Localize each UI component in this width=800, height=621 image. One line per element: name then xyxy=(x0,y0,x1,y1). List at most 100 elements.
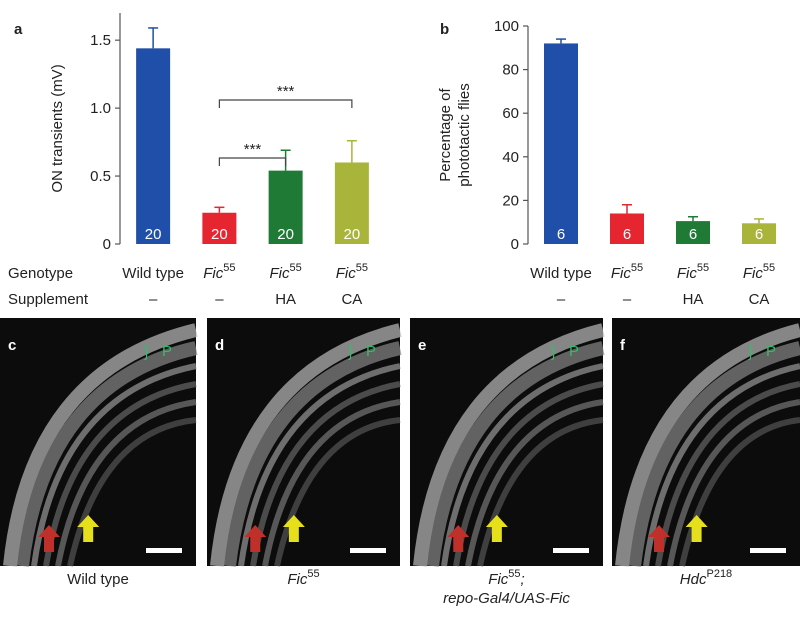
region-label: P xyxy=(569,343,579,360)
caption-part: repo-Gal4/UAS-Fic xyxy=(443,590,570,607)
category: Fic xyxy=(743,265,763,282)
tissue-layer xyxy=(262,399,401,567)
tissue-layer xyxy=(655,381,800,567)
category: Wild type xyxy=(530,265,592,282)
significance-bracket xyxy=(218,99,353,108)
tissue-layer xyxy=(210,323,402,567)
tissue-layer xyxy=(222,341,402,567)
tissue-layer xyxy=(477,417,604,567)
yellow-arrow xyxy=(282,515,305,542)
supplement-label: CA xyxy=(749,291,770,308)
y-tick-label: 60 xyxy=(502,105,519,122)
x-tick-label: Fic55 xyxy=(270,262,302,282)
tissue-layer xyxy=(667,399,800,567)
y-axis-label-line: ON transients (mV) xyxy=(49,64,66,192)
image-caption: Fic55 xyxy=(287,568,319,588)
bar xyxy=(202,212,237,244)
supplement-label: – xyxy=(215,291,224,308)
image-panel-label: f xyxy=(620,337,626,354)
region-label: P xyxy=(366,343,376,360)
caption-part: 55 xyxy=(508,568,520,580)
y-tick-label: 0.5 xyxy=(90,168,111,185)
tissue-layer xyxy=(465,399,604,567)
scale-bar xyxy=(750,548,786,553)
tissue-layer xyxy=(274,417,401,567)
image-caption: HdcP218 xyxy=(680,568,732,588)
supplement-label: HA xyxy=(683,291,704,308)
scale-bar xyxy=(553,548,589,553)
red-arrow xyxy=(648,525,670,552)
y-axis-label-line: phototactic flies xyxy=(456,83,473,186)
supplement-label: CA xyxy=(341,291,362,308)
y-axis-label: ON transients (mV) xyxy=(49,64,66,192)
x-tick-label: Fic55 xyxy=(611,262,643,282)
row-label: Supplement xyxy=(8,291,89,308)
bar xyxy=(268,170,303,244)
tissue-layer xyxy=(15,341,198,567)
n-label: 6 xyxy=(623,226,631,243)
red-arrow xyxy=(447,525,470,552)
y-tick-label: 0 xyxy=(511,236,519,253)
image-caption: Wild type xyxy=(67,571,129,588)
category-superscript: 55 xyxy=(223,262,235,274)
tissue-layer xyxy=(43,381,197,567)
region-brace: } xyxy=(348,344,353,361)
image-panel-label: e xyxy=(418,337,426,354)
n-label: 6 xyxy=(755,226,763,243)
category: Fic xyxy=(270,265,290,282)
category-superscript: 55 xyxy=(763,262,775,274)
y-tick-label: 20 xyxy=(502,192,519,209)
significance-label: *** xyxy=(277,83,295,100)
category: Fic xyxy=(203,265,223,282)
tissue-layer xyxy=(3,323,198,567)
scale-bar xyxy=(146,548,182,553)
caption-part: Hdc xyxy=(680,571,707,588)
yellow-arrow xyxy=(485,515,508,542)
n-label: 20 xyxy=(211,226,228,243)
tissue-layer xyxy=(643,363,800,567)
caption-part: Wild type xyxy=(67,571,129,588)
supplement-label: – xyxy=(623,291,632,308)
red-arrow xyxy=(38,525,60,552)
bar xyxy=(136,48,171,245)
region-brace: } xyxy=(144,344,149,361)
y-axis-label: Percentage of phototactic flies xyxy=(437,83,473,186)
tissue-layer xyxy=(238,363,401,567)
category: Fic xyxy=(336,265,356,282)
bar xyxy=(610,213,644,244)
tissue-layer xyxy=(31,363,197,567)
panel-label: b xyxy=(440,21,449,38)
category: Wild type xyxy=(122,265,184,282)
y-tick-label: 1.5 xyxy=(90,32,111,49)
y-tick-label: 100 xyxy=(494,18,519,35)
y-tick-label: 0 xyxy=(103,236,111,253)
row-label: Genotype xyxy=(8,265,73,282)
image-caption: Fic55; xyxy=(488,568,524,588)
bar xyxy=(334,162,369,244)
bar xyxy=(676,221,710,244)
supplement-label: HA xyxy=(275,291,296,308)
x-tick-label: Wild type xyxy=(122,265,184,282)
category-superscript: 55 xyxy=(356,262,368,274)
caption-part: P218 xyxy=(706,568,732,580)
y-tick-label: 1.0 xyxy=(90,100,111,117)
category-superscript: 55 xyxy=(697,262,709,274)
image-caption: repo-Gal4/UAS-Fic xyxy=(443,590,570,607)
bar xyxy=(742,223,776,244)
yellow-arrow xyxy=(685,515,708,542)
image-panel-label: d xyxy=(215,337,224,354)
tissue-layer xyxy=(453,381,604,567)
tissue-layer xyxy=(55,399,197,567)
tissue-layer xyxy=(679,417,800,567)
x-tick-label: Fic55 xyxy=(743,262,775,282)
tissue-layer xyxy=(627,341,800,567)
y-tick-label: 40 xyxy=(502,149,519,166)
category-superscript: 55 xyxy=(290,262,302,274)
caption-part: ; xyxy=(521,571,525,588)
caption-part: Fic xyxy=(287,571,307,588)
n-label: 20 xyxy=(344,226,361,243)
n-label: 20 xyxy=(277,226,294,243)
category: Fic xyxy=(677,265,697,282)
yellow-arrow xyxy=(77,515,100,542)
